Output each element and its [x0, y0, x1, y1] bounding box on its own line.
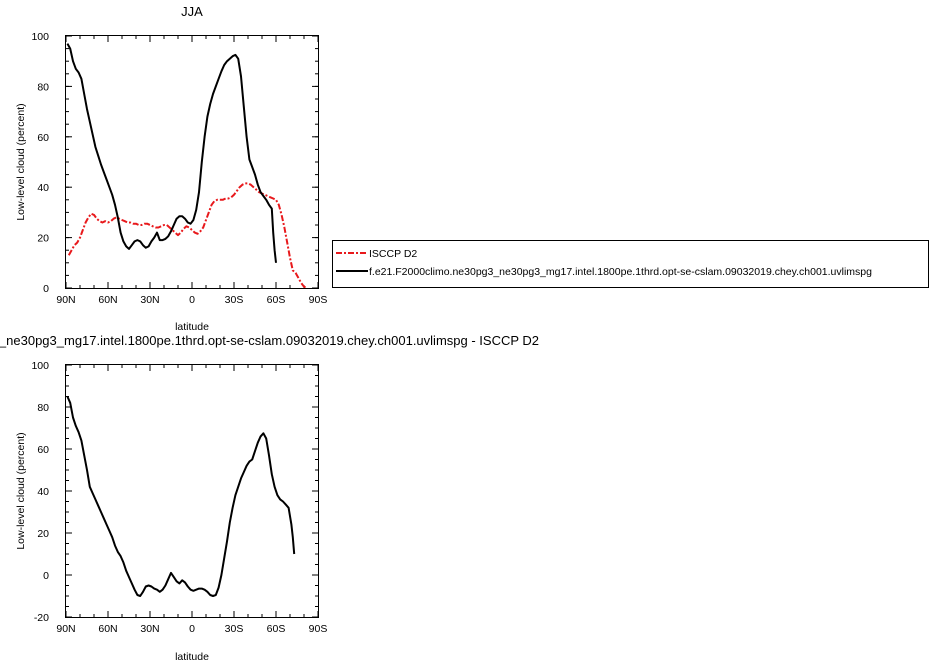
x-tick-label: 30N [140, 623, 159, 635]
x-tick-label: 60N [98, 623, 117, 635]
x-tick-label: 30N [140, 294, 159, 306]
y-tick-label: 80 [37, 402, 49, 414]
panel-bottom-title: f.e21.F2000climo.ne30pg3_ne30pg3_mg17.in… [0, 333, 539, 348]
legend-label-model: f.e21.F2000climo.ne30pg3_ne30pg3_mg17.in… [369, 266, 872, 278]
y-tick-label: 60 [37, 444, 49, 456]
panel-top-series [66, 43, 308, 289]
x-tick-label: 90S [309, 294, 328, 306]
panel-top-xlabel: latitude [175, 321, 209, 333]
y-tick-label: 20 [37, 528, 49, 540]
series-line-0-1 [66, 43, 277, 263]
panel-top: JJA Low-level cloud (percent) latitude 9… [15, 4, 327, 333]
legend-label-isccp: ISCCP D2 [369, 248, 417, 260]
y-tick-label: 100 [31, 360, 49, 372]
panel-bottom-frame [65, 364, 319, 618]
y-tick-label: 40 [37, 182, 49, 194]
x-tick-label: 30S [225, 623, 244, 635]
y-tick-label: 20 [37, 233, 49, 245]
panel-bottom: f.e21.F2000climo.ne30pg3_ne30pg3_mg17.in… [0, 333, 539, 663]
x-tick-label: 90S [309, 623, 328, 635]
x-tick-label: 90N [56, 294, 75, 306]
y-tick-label: 0 [43, 570, 49, 582]
y-tick-label: 40 [37, 486, 49, 498]
legend-box [332, 240, 929, 288]
panel-top-ylabel: Low-level cloud (percent) [15, 103, 27, 220]
panel-bottom-ylabel: Low-level cloud (percent) [15, 432, 27, 549]
panel-top-title: JJA [181, 4, 203, 19]
series-line-1-0 [66, 396, 296, 597]
panel-bottom-series [66, 396, 296, 597]
legend: ISCCP D2 f.e21.F2000climo.ne30pg3_ne30pg… [332, 240, 929, 288]
y-tick-label: -20 [34, 612, 49, 624]
x-tick-label: 30S [225, 294, 244, 306]
panel-bottom-ticks: 90N 60N 30N 0 30S 60S 90S -20 0 20 40 60 80 100 [31, 360, 327, 635]
panel-top-ticks: 90N 60N 30N 0 30S 60S 90S 0 20 40 60 80 100 [31, 31, 327, 306]
x-tick-label: 60N [98, 294, 117, 306]
y-tick-label: 60 [37, 132, 49, 144]
panel-bottom-xlabel: latitude [175, 651, 209, 663]
y-tick-label: 100 [31, 31, 49, 43]
panel-top-frame [65, 35, 319, 289]
series-line-0-0 [67, 182, 308, 289]
x-tick-label: 90N [56, 623, 75, 635]
x-tick-label: 60S [267, 623, 286, 635]
y-tick-label: 80 [37, 81, 49, 93]
x-tick-label: 0 [189, 294, 195, 306]
y-tick-label: 0 [43, 283, 49, 295]
x-tick-label: 0 [189, 623, 195, 635]
x-tick-label: 60S [267, 294, 286, 306]
